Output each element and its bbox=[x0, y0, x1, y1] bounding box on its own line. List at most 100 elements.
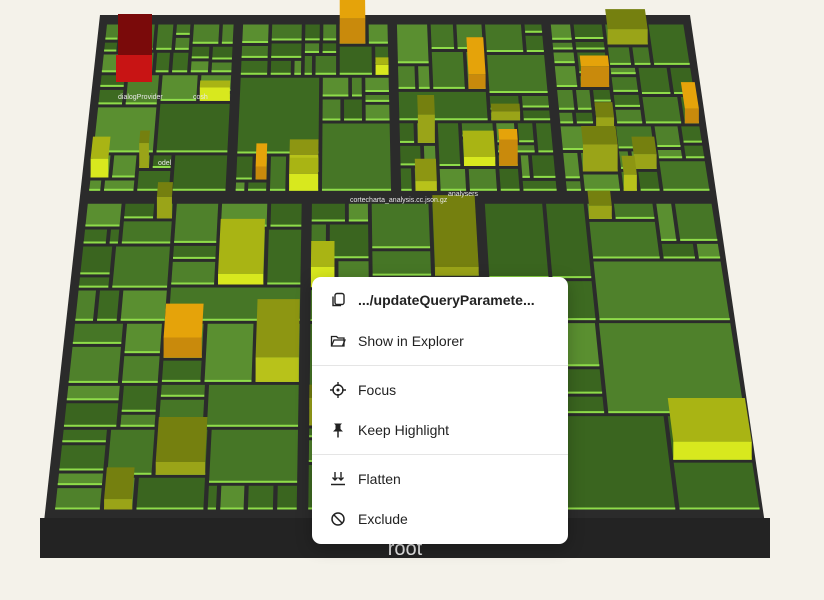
cell bbox=[517, 123, 534, 143]
cell bbox=[524, 24, 543, 33]
cell bbox=[120, 290, 167, 321]
cell bbox=[661, 243, 695, 259]
cell bbox=[220, 485, 245, 510]
menu-item[interactable]: Focus bbox=[312, 372, 568, 408]
cell bbox=[348, 203, 369, 222]
cell-edge bbox=[418, 86, 430, 89]
cell bbox=[152, 155, 172, 169]
cell bbox=[62, 429, 107, 443]
cell bbox=[681, 126, 702, 143]
cell bbox=[57, 473, 103, 486]
cell-edge bbox=[613, 89, 639, 92]
cell bbox=[659, 161, 710, 191]
menu-item[interactable]: .../updateQueryParamete... bbox=[312, 282, 568, 318]
box-front bbox=[163, 337, 202, 358]
cell bbox=[323, 24, 337, 41]
box-top bbox=[289, 139, 319, 155]
cell-edge bbox=[172, 70, 188, 73]
focus-icon bbox=[330, 382, 346, 398]
box-front bbox=[607, 29, 648, 45]
cell-edge bbox=[584, 188, 620, 191]
cell bbox=[399, 123, 415, 143]
cell-edge bbox=[236, 177, 252, 180]
cell bbox=[484, 24, 524, 52]
cell bbox=[240, 60, 268, 75]
cell bbox=[632, 47, 651, 65]
cell bbox=[271, 43, 302, 58]
cell bbox=[615, 109, 643, 124]
cell bbox=[98, 89, 124, 105]
cell-edge bbox=[399, 118, 488, 121]
cell-edge bbox=[270, 224, 302, 227]
cell-edge bbox=[566, 188, 582, 191]
cell-edge bbox=[206, 424, 299, 427]
box-top bbox=[339, 0, 366, 19]
cell-edge bbox=[610, 62, 632, 65]
cell bbox=[112, 246, 170, 288]
cell bbox=[206, 384, 299, 427]
cell-edge bbox=[221, 41, 233, 44]
cell-edge bbox=[657, 145, 681, 148]
box-front bbox=[199, 87, 230, 101]
cell bbox=[437, 123, 461, 166]
cell bbox=[305, 24, 320, 41]
cell bbox=[607, 47, 632, 65]
cell-edge bbox=[267, 282, 301, 285]
box-front bbox=[156, 196, 172, 219]
menu-item[interactable]: Flatten bbox=[312, 461, 568, 497]
cell bbox=[673, 462, 760, 510]
cell-edge bbox=[305, 38, 320, 41]
box-top bbox=[605, 9, 648, 30]
cell-edge bbox=[204, 379, 252, 382]
cell-edge bbox=[235, 188, 245, 191]
cell bbox=[398, 91, 488, 121]
cell bbox=[439, 168, 467, 191]
cell-edge bbox=[365, 118, 390, 121]
cell-edge bbox=[78, 285, 109, 288]
cell-edge bbox=[365, 99, 390, 102]
menu-item[interactable]: Keep Highlight bbox=[312, 412, 568, 448]
cell-edge bbox=[486, 49, 524, 52]
cell bbox=[611, 77, 639, 92]
cell-edge bbox=[538, 150, 554, 153]
cell bbox=[112, 155, 137, 178]
cell-edge bbox=[191, 56, 209, 59]
cell bbox=[160, 75, 198, 101]
cell-edge bbox=[247, 507, 273, 510]
cell bbox=[109, 229, 120, 244]
node-label: dialogProvider bbox=[118, 94, 163, 101]
box-front bbox=[499, 139, 518, 166]
cell bbox=[674, 203, 718, 241]
menu-label: Show in Explorer bbox=[358, 333, 464, 349]
cell bbox=[63, 403, 119, 427]
cell-edge bbox=[160, 98, 197, 101]
cell-edge bbox=[121, 409, 156, 412]
cell-edge bbox=[593, 256, 660, 259]
cell-edge bbox=[500, 188, 520, 191]
cell bbox=[176, 24, 191, 35]
cell-edge bbox=[322, 118, 341, 121]
cell-edge bbox=[83, 241, 106, 244]
cell bbox=[173, 245, 217, 259]
cell bbox=[221, 24, 234, 44]
cell bbox=[66, 385, 120, 401]
cell bbox=[321, 123, 392, 191]
cell-edge bbox=[207, 507, 216, 510]
cell bbox=[160, 384, 205, 397]
box-top bbox=[156, 182, 173, 197]
box-top bbox=[594, 102, 615, 118]
box-front bbox=[375, 64, 389, 75]
cell-edge bbox=[120, 424, 155, 427]
cell bbox=[175, 37, 190, 50]
cell-edge bbox=[658, 156, 683, 159]
cell-edge bbox=[315, 72, 337, 75]
context-menu: .../updateQueryParamete... Show in Explo… bbox=[312, 277, 568, 544]
cell-edge bbox=[125, 102, 157, 105]
box-top bbox=[462, 130, 496, 157]
separator bbox=[312, 454, 568, 455]
cell-edge bbox=[661, 238, 677, 241]
cell-edge bbox=[640, 188, 660, 191]
menu-item[interactable]: Exclude bbox=[312, 501, 568, 537]
cell bbox=[55, 488, 102, 510]
menu-item[interactable]: Show in Explorer bbox=[312, 323, 568, 359]
